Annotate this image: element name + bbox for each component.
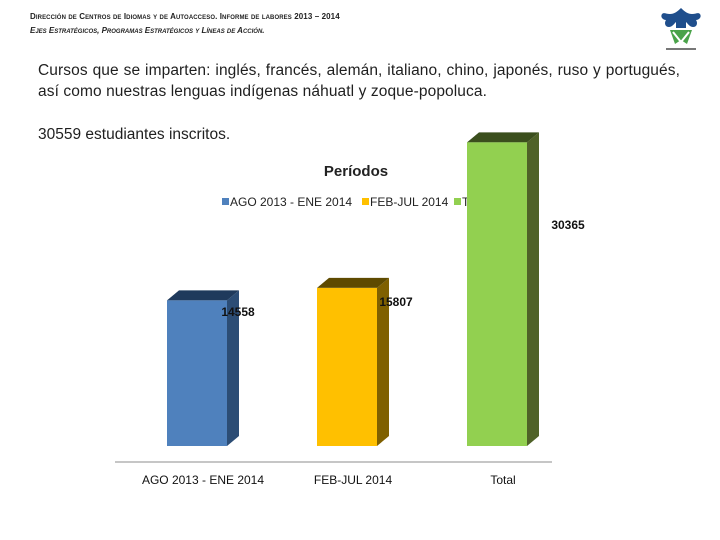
bar-2 [467, 142, 527, 446]
bar-side-1 [377, 277, 389, 446]
legend-swatch-0 [222, 198, 229, 205]
report-header-title: Dirección de Centros de Idiomas y de Aut… [30, 12, 340, 21]
x-tick-label-1: FEB-JUL 2014 [314, 473, 393, 487]
chart-bars [167, 132, 539, 446]
courses-paragraph: Cursos que se imparten: inglés, francés,… [38, 62, 680, 100]
value-label-2: 30365 [551, 218, 585, 232]
legend-label-0: AGO 2013 - ENE 2014 [230, 195, 352, 209]
chart-title: Períodos [324, 163, 388, 180]
bar-1 [317, 287, 377, 446]
chart-x-labels: AGO 2013 - ENE 2014 FEB-JUL 2014 Total [142, 473, 516, 487]
bar-0 [167, 300, 227, 446]
x-tick-label-2: Total [490, 473, 515, 487]
report-header-subtitle: Ejes Estratégicos, Programas Estratégico… [30, 26, 265, 35]
logo-caption-mark [666, 48, 696, 50]
value-label-1: 15807 [379, 295, 413, 309]
x-tick-label-0: AGO 2013 - ENE 2014 [142, 473, 264, 487]
bar-top-1 [317, 277, 389, 288]
legend-swatch-2 [454, 198, 461, 205]
bar-top-0 [167, 290, 239, 301]
bar-side-2 [527, 132, 539, 446]
bar-top-2 [467, 132, 539, 143]
students-count-text: 30559 estudiantes inscritos. [38, 126, 231, 143]
university-logo-icon [661, 8, 701, 50]
legend-label-1: FEB-JUL 2014 [370, 195, 449, 209]
chart-value-labels: 14558 15807 30365 [221, 218, 585, 319]
bar-side-0 [227, 290, 239, 446]
value-label-0: 14558 [221, 305, 255, 319]
legend-swatch-1 [362, 198, 369, 205]
